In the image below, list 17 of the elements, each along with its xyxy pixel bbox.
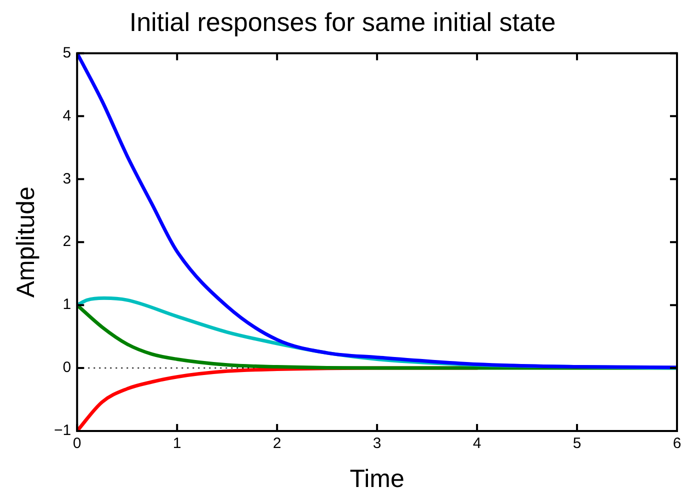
y-tick-label: 0 (62, 359, 72, 376)
y-axis-title: Amplitude (12, 186, 40, 298)
x-tick-label: 2 (272, 435, 282, 452)
y-tick-label: 5 (62, 44, 72, 62)
y-tick-label: 2 (62, 233, 72, 250)
x-tick-label: 1 (172, 435, 182, 452)
line-series (77, 53, 677, 370)
x-tick-label: 6 (672, 435, 682, 452)
chart-title: Initial responses for same initial state (129, 6, 556, 37)
x-axis-title: Time (350, 464, 404, 493)
x-tick-label: 3 (372, 435, 382, 452)
y-tick-label: 4 (62, 107, 72, 124)
x-tick-label: 4 (472, 435, 482, 452)
y-tick-label: 3 (62, 170, 72, 188)
y-tick-label: −1 (54, 422, 72, 440)
x-tick-label: 5 (572, 435, 582, 452)
y-tick-label: 1 (62, 296, 72, 314)
